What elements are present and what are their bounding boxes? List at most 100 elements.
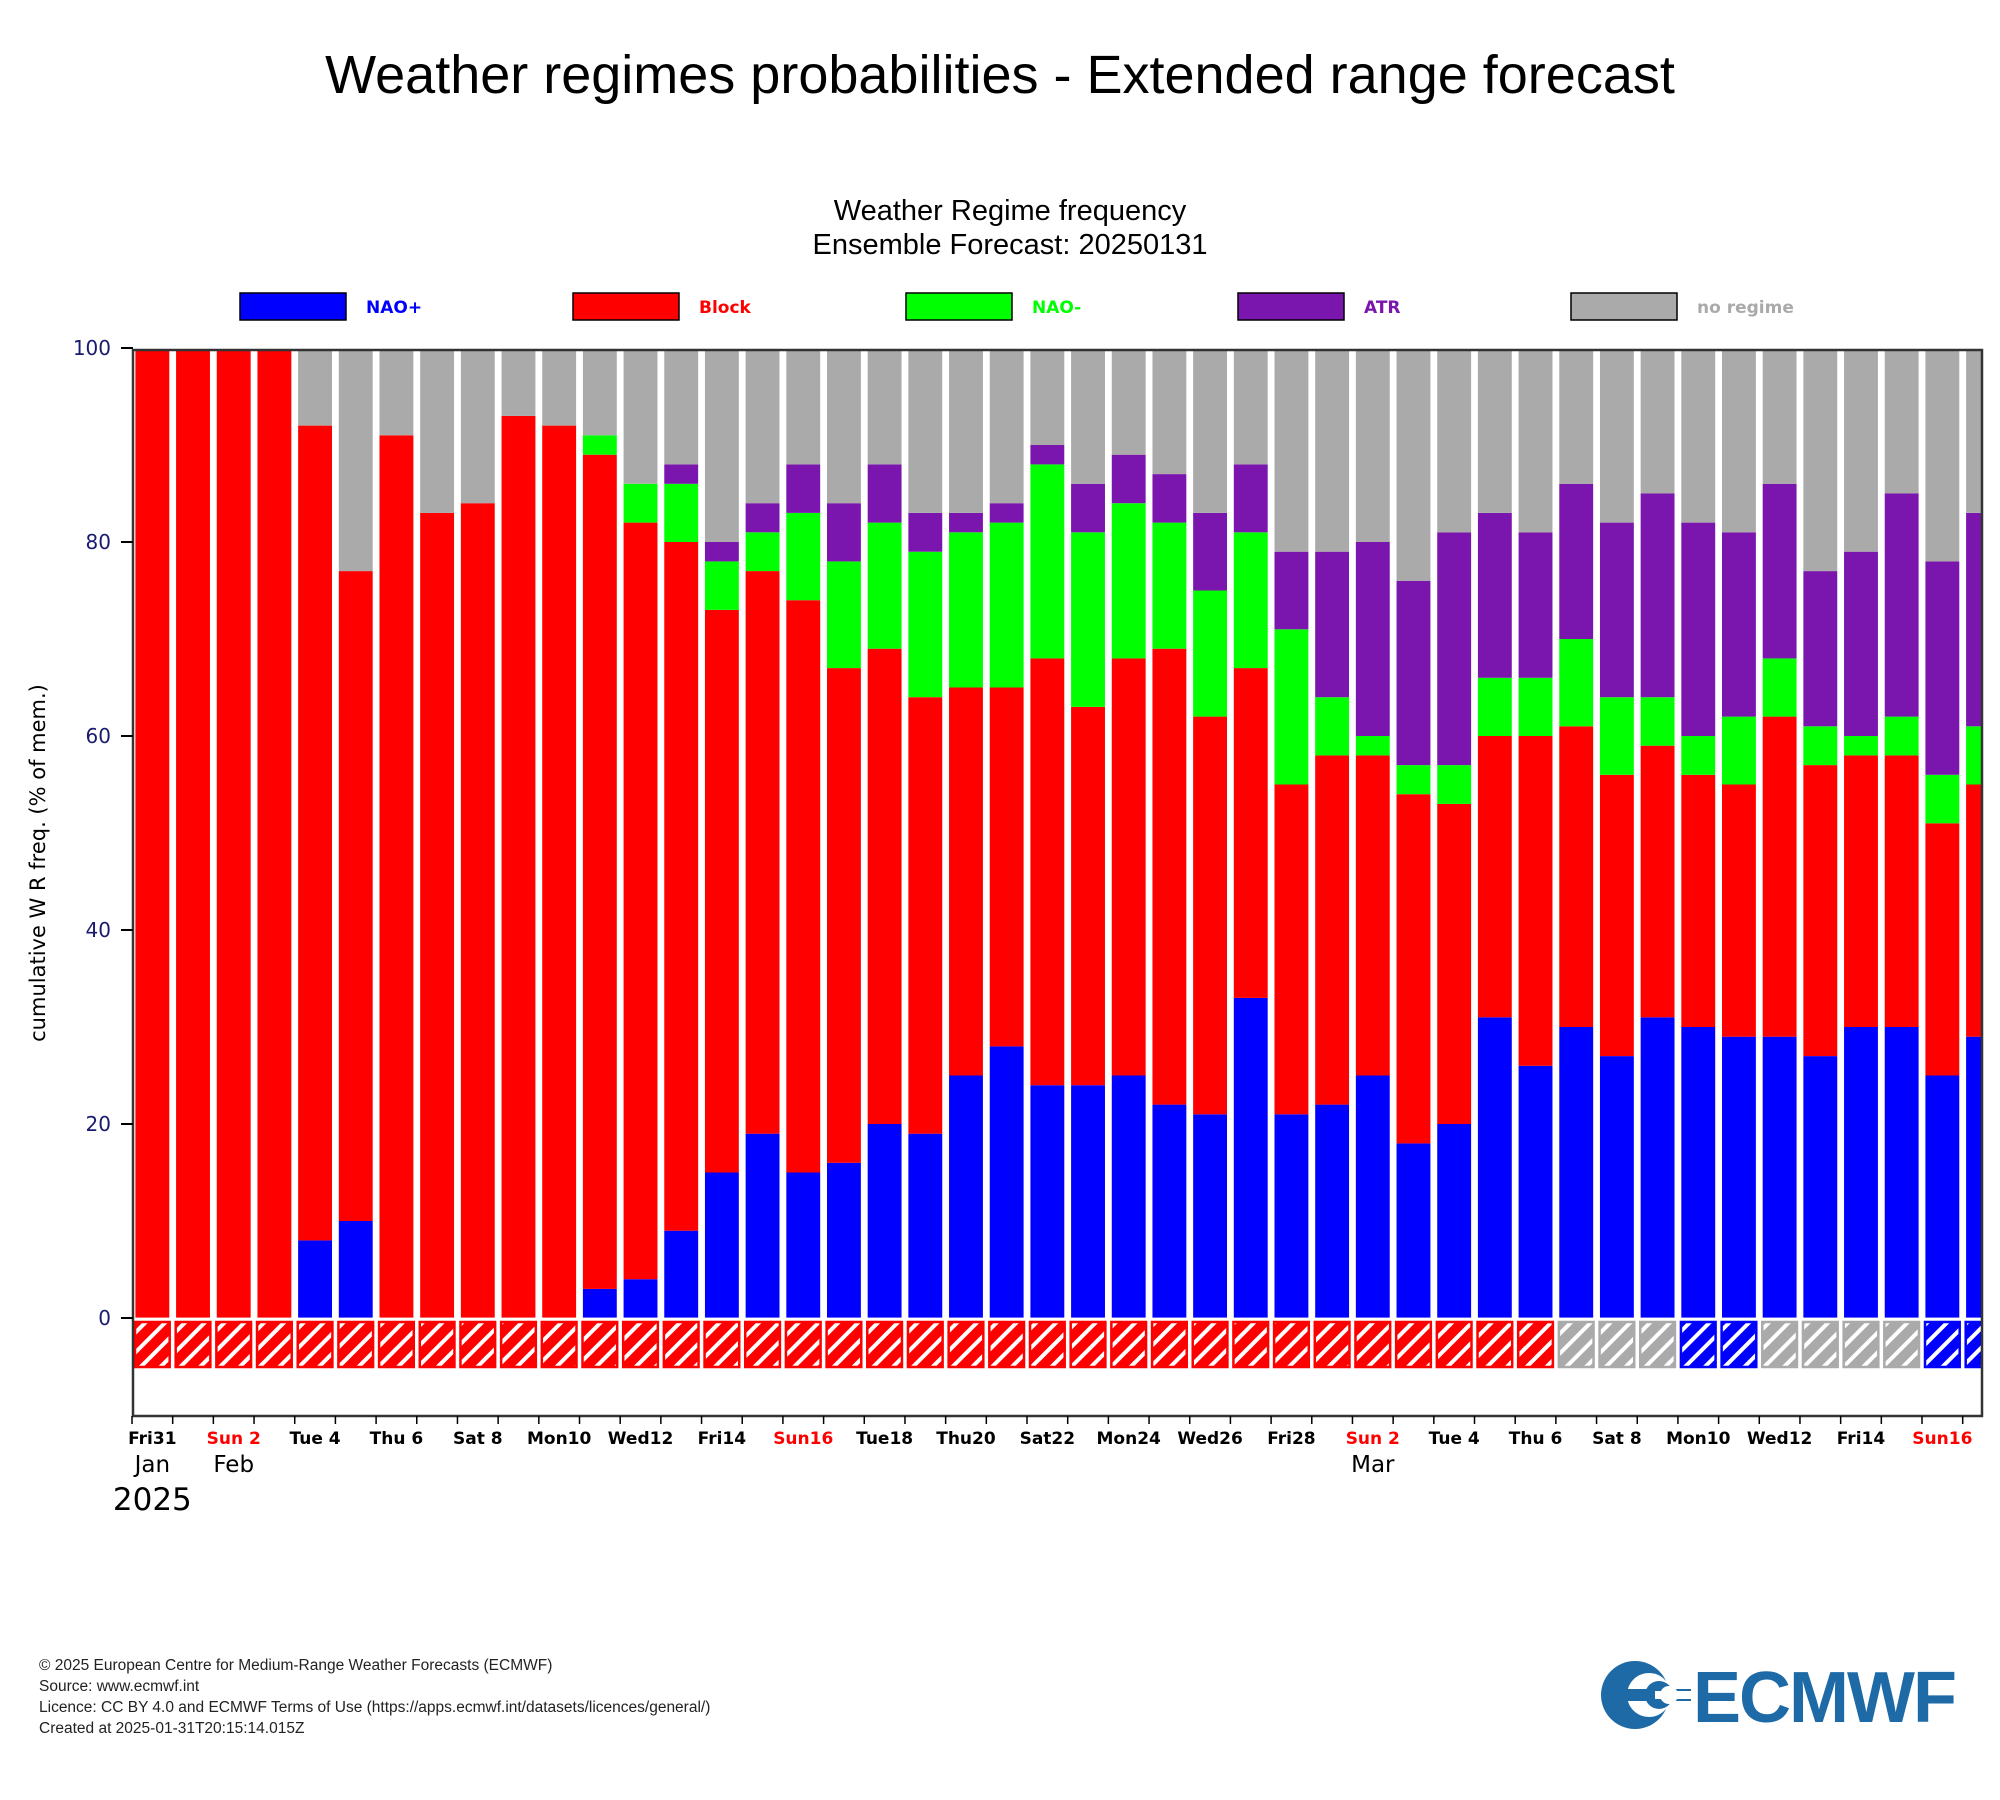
bar-outline-42 xyxy=(1843,350,1879,1319)
bar-outline-43 xyxy=(1883,350,1920,1319)
bar-outline-20 xyxy=(948,350,984,1319)
bar-atr-25 xyxy=(1152,474,1187,523)
bar-block-11 xyxy=(582,454,618,1289)
bar-block-12 xyxy=(623,522,658,1280)
bar-nao--43 xyxy=(1884,1027,1920,1318)
bar-outline-39 xyxy=(1721,350,1757,1319)
bar-outline-2 xyxy=(215,350,252,1319)
regime-marker-9 xyxy=(499,1320,538,1369)
bar-block-1 xyxy=(175,350,211,1318)
bar-nao--24 xyxy=(1111,1075,1147,1318)
bar-nao--42 xyxy=(1843,736,1879,756)
bar-nao--16 xyxy=(785,1172,821,1318)
bar-block-28 xyxy=(1274,784,1309,1115)
licence-text: Licence: CC BY 4.0 and ECMWF Terms of Us… xyxy=(39,1699,711,1716)
regime-marker-30 xyxy=(1354,1320,1392,1369)
bar-no-regime-12 xyxy=(623,350,658,484)
bar-block-10 xyxy=(541,425,577,1319)
bar-no-regime-34 xyxy=(1518,350,1553,533)
bar-atr-44 xyxy=(1925,561,1960,775)
bar-block-41 xyxy=(1802,765,1838,1057)
bar-block-30 xyxy=(1355,755,1391,1076)
x-tick-label-21: Fri14 xyxy=(1837,1429,1886,1449)
bar-block-15 xyxy=(745,571,780,1134)
regime-marker-1 xyxy=(174,1320,212,1369)
bar-block-19 xyxy=(907,697,943,1134)
bar-nao--43 xyxy=(1884,716,1920,756)
bar-block-37 xyxy=(1640,745,1675,1018)
bar-block-2 xyxy=(216,350,252,1318)
bar-block-31 xyxy=(1396,794,1431,1144)
legend-swatch-nao- xyxy=(239,292,347,321)
bar-outline-19 xyxy=(907,350,944,1319)
regime-marker-13 xyxy=(662,1320,700,1369)
regime-marker-28 xyxy=(1272,1320,1311,1369)
bar-no-regime-31 xyxy=(1396,350,1431,581)
bar-block-20 xyxy=(948,687,984,1076)
bar-atr-24 xyxy=(1111,454,1147,504)
regime-marker-41 xyxy=(1801,1320,1839,1369)
bar-atr-41 xyxy=(1802,571,1838,727)
bar-nao--4 xyxy=(297,1240,333,1318)
bar-no-regime-20 xyxy=(948,350,984,513)
bar-nao--17 xyxy=(826,1162,862,1318)
chart-subtitle: Ensemble Forecast: 20250131 xyxy=(813,229,1208,261)
bar-nao--11 xyxy=(582,435,618,455)
bar-nao--21 xyxy=(989,1046,1025,1318)
bar-no-regime-28 xyxy=(1274,350,1309,552)
bar-block-22 xyxy=(1030,658,1065,1086)
bar-nao--26 xyxy=(1192,590,1228,717)
bar-outline-8 xyxy=(460,350,496,1319)
bar-atr-28 xyxy=(1274,551,1309,630)
regime-marker-27 xyxy=(1232,1320,1270,1369)
bar-nao--11 xyxy=(582,1288,618,1318)
regime-marker-10 xyxy=(540,1320,578,1369)
bar-block-6 xyxy=(379,435,414,1318)
source-text: Source: www.ecmwf.int xyxy=(39,1678,200,1695)
bar-atr-34 xyxy=(1518,532,1553,678)
bar-outline-0 xyxy=(134,350,171,1319)
bar-nao--40 xyxy=(1762,1036,1797,1318)
bar-outline-35 xyxy=(1558,350,1594,1319)
bar-no-regime-33 xyxy=(1477,350,1513,513)
bar-no-regime-27 xyxy=(1233,350,1269,465)
bar-nao--26 xyxy=(1192,1114,1228,1318)
x-tick-label-20: Wed12 xyxy=(1747,1429,1813,1449)
bar-nao--14 xyxy=(704,561,740,610)
x-tick-label-8: Sun16 xyxy=(773,1429,833,1449)
bar-nao--31 xyxy=(1396,765,1431,795)
bar-block-33 xyxy=(1477,736,1513,1018)
bar-outline-6 xyxy=(378,350,415,1319)
bar-outline-12 xyxy=(622,350,659,1319)
ecmwf-logo: ECMWF xyxy=(1595,1655,1975,1738)
bar-nao--21 xyxy=(989,522,1025,688)
regime-marker-21 xyxy=(988,1320,1026,1369)
bar-outline-32 xyxy=(1436,350,1472,1319)
bar-no-regime-41 xyxy=(1802,350,1838,572)
bar-no-regime-37 xyxy=(1640,350,1675,494)
bar-nao--42 xyxy=(1843,1027,1879,1318)
bar-nao--32 xyxy=(1436,1124,1472,1318)
bar-outline-3 xyxy=(256,350,293,1319)
bar-nao--13 xyxy=(663,1230,699,1318)
bar-block-14 xyxy=(704,609,740,1173)
bar-nao--5 xyxy=(338,1221,374,1318)
bar-no-regime-36 xyxy=(1599,350,1635,523)
month-label-mar: Mar xyxy=(1351,1452,1395,1478)
bar-outline-41 xyxy=(1802,350,1839,1319)
bar-block-16 xyxy=(785,600,821,1173)
bar-nao--19 xyxy=(907,551,943,698)
bar-nao--33 xyxy=(1477,1017,1513,1318)
bar-block-32 xyxy=(1436,803,1472,1124)
y-tick-label-40: 40 xyxy=(86,918,111,942)
bar-no-regime-16 xyxy=(785,350,821,465)
bar-block-45 xyxy=(1965,784,1982,1037)
regime-marker-34 xyxy=(1516,1320,1555,1369)
bar-outline-21 xyxy=(988,350,1025,1319)
bar-outline-10 xyxy=(541,350,577,1319)
x-tick-label-19: Mon10 xyxy=(1666,1429,1731,1449)
legend-label-nao-: NAO+ xyxy=(366,298,422,318)
bar-atr-14 xyxy=(704,542,740,562)
bar-no-regime-21 xyxy=(989,350,1025,504)
y-axis-label: cumulative W R freq. (% of mem.) xyxy=(26,684,50,1042)
